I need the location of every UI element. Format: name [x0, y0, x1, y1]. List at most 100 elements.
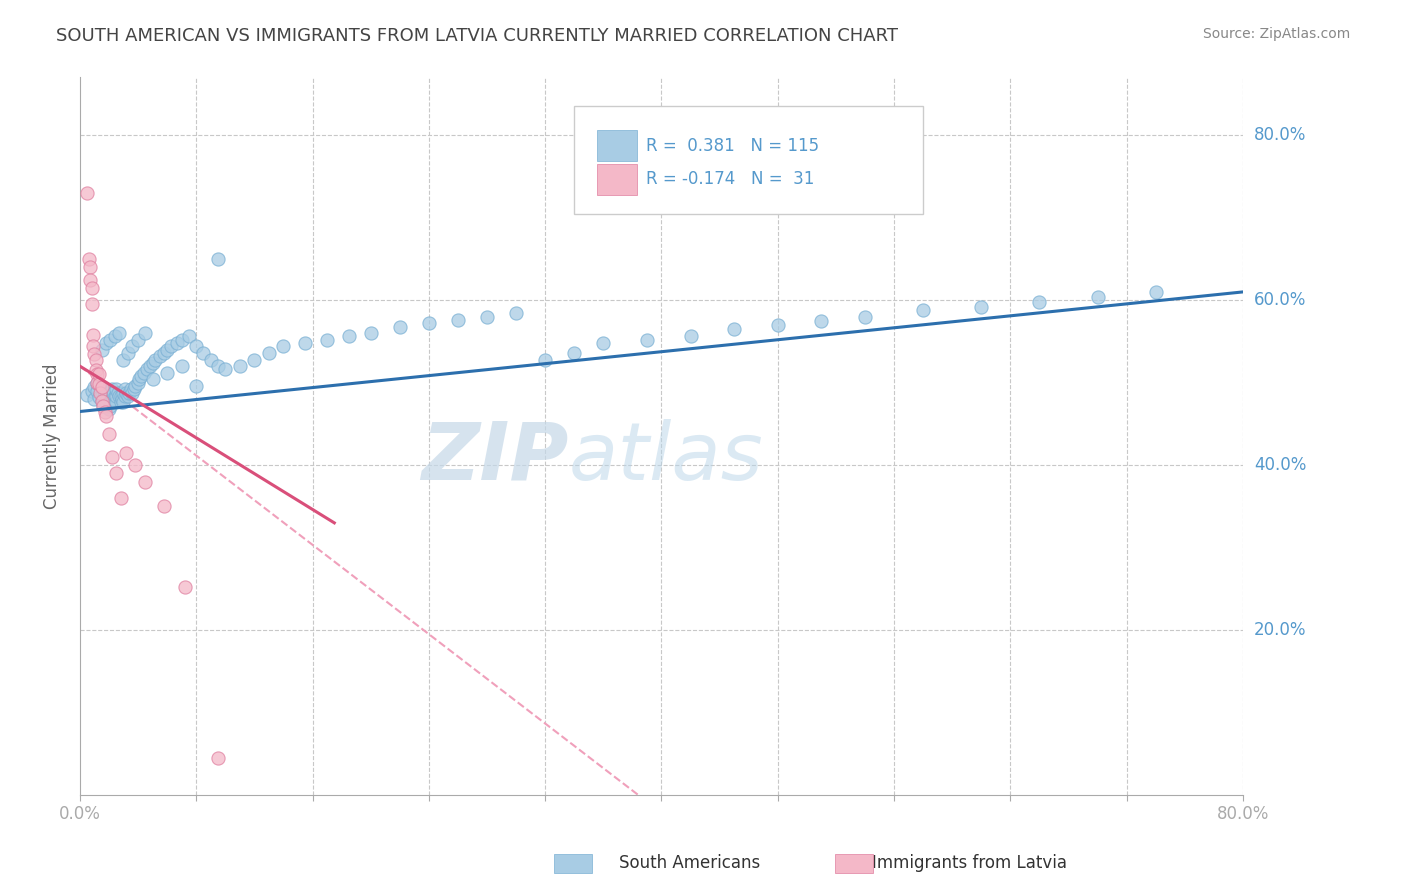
Point [94, 395, 117, 409]
Point [108, 326, 131, 340]
Point [1144, 285, 1167, 299]
Point [84, 352, 107, 367]
Point [101, 450, 124, 464]
Point [76, 388, 98, 402]
FancyBboxPatch shape [574, 106, 924, 214]
Point [83, 392, 105, 406]
Text: 80.0%: 80.0% [1254, 126, 1306, 145]
Point [200, 352, 222, 367]
Point [257, 346, 280, 360]
Text: ZIP: ZIP [420, 418, 568, 497]
Point [117, 389, 139, 403]
Point [104, 389, 127, 403]
Point [207, 359, 229, 373]
Point [91, 399, 114, 413]
Point [94, 401, 117, 415]
Point [156, 366, 179, 380]
Point [138, 359, 160, 373]
Point [108, 389, 131, 403]
Point [1028, 294, 1050, 309]
Point [76, 186, 98, 200]
Point [160, 339, 183, 353]
Point [118, 385, 141, 400]
FancyBboxPatch shape [598, 163, 637, 195]
Point [128, 372, 150, 386]
Point [193, 346, 215, 360]
Text: Source: ZipAtlas.com: Source: ZipAtlas.com [1202, 27, 1350, 41]
Point [214, 362, 236, 376]
Point [79, 272, 101, 286]
Text: 20.0%: 20.0% [1254, 621, 1306, 639]
Point [173, 580, 195, 594]
Point [93, 404, 115, 418]
Point [104, 329, 127, 343]
Point [177, 329, 200, 343]
Point [970, 300, 993, 314]
Point [79, 260, 101, 275]
Point [122, 382, 145, 396]
Point [105, 382, 128, 396]
Text: Immigrants from Latvia: Immigrants from Latvia [872, 855, 1067, 872]
Point [316, 333, 339, 347]
Point [77, 252, 100, 266]
Point [562, 346, 585, 360]
Point [83, 347, 105, 361]
Point [207, 751, 229, 765]
Point [97, 395, 120, 409]
Point [170, 333, 193, 347]
Point [87, 377, 110, 392]
Point [121, 385, 143, 400]
Point [142, 356, 165, 370]
Point [100, 385, 122, 400]
Point [810, 314, 832, 328]
Point [723, 322, 745, 336]
Point [90, 388, 112, 402]
Point [112, 385, 135, 400]
Point [105, 395, 128, 409]
Point [90, 393, 112, 408]
Point [114, 389, 136, 403]
Point [505, 306, 527, 320]
Point [120, 382, 142, 396]
Point [636, 333, 658, 347]
Point [115, 446, 138, 460]
Point [97, 402, 120, 417]
Point [87, 368, 110, 382]
Point [129, 369, 152, 384]
Point [105, 389, 128, 403]
Point [1087, 290, 1109, 304]
Point [96, 397, 118, 411]
Point [112, 352, 135, 367]
Point [94, 409, 117, 423]
Text: 60.0%: 60.0% [1254, 291, 1306, 310]
Point [93, 385, 115, 400]
Point [90, 343, 112, 357]
Point [229, 359, 252, 373]
Point [124, 379, 146, 393]
Point [100, 333, 122, 347]
Point [418, 316, 440, 330]
Point [97, 389, 120, 403]
Point [110, 491, 132, 505]
Point [101, 382, 124, 396]
Point [82, 338, 104, 352]
Point [90, 380, 112, 394]
Point [94, 336, 117, 351]
Point [132, 366, 155, 380]
Point [91, 392, 114, 406]
Point [360, 326, 382, 340]
Point [156, 343, 179, 357]
Point [101, 389, 124, 403]
Point [127, 376, 149, 390]
Point [114, 382, 136, 396]
Point [534, 352, 557, 367]
Point [766, 318, 789, 332]
Point [93, 391, 115, 405]
Point [94, 389, 117, 403]
Point [84, 363, 107, 377]
Point [110, 395, 132, 409]
Point [294, 336, 316, 351]
Point [134, 326, 156, 340]
Point [186, 338, 208, 352]
Point [86, 376, 108, 390]
